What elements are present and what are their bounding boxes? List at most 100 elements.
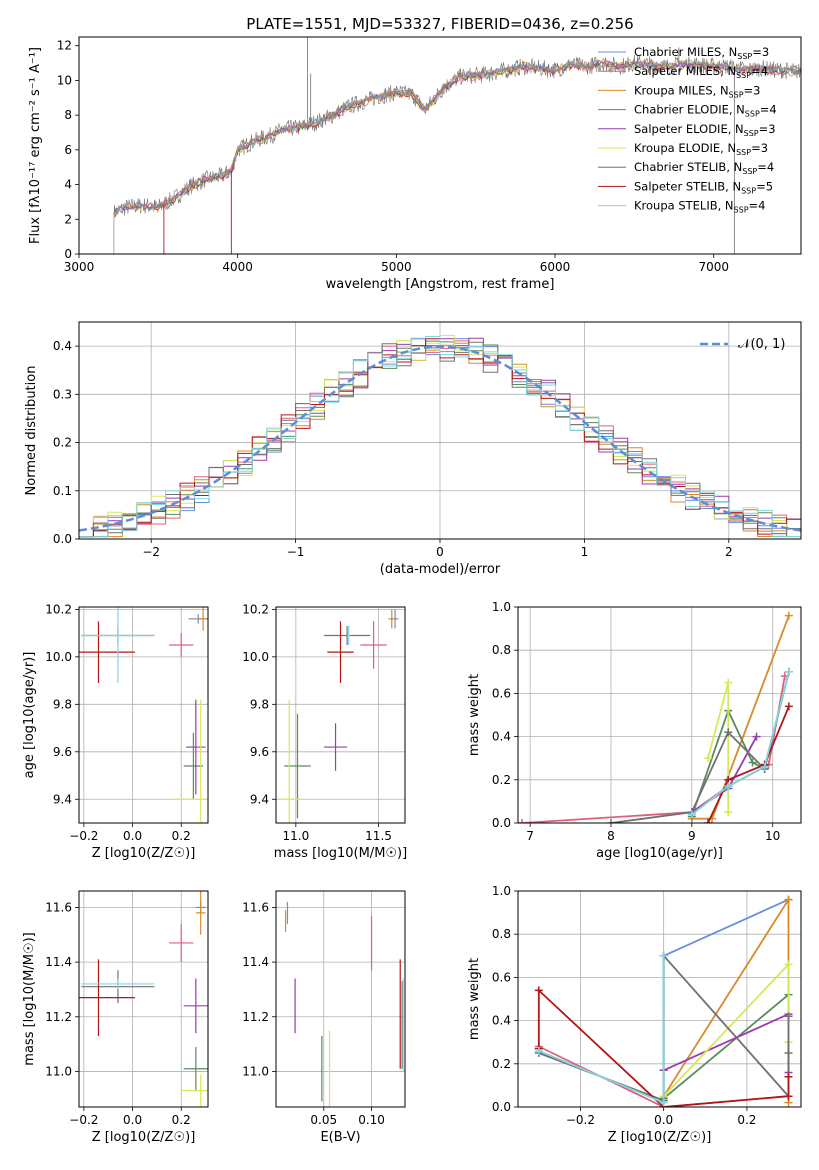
weight-marker-kroupa_elodie <box>704 754 713 763</box>
plot-area-mass_vs_ebv <box>284 901 404 1107</box>
y-axis-label: Flux [fλ10⁻¹⁷ erg cm⁻² s⁻¹ A⁻¹] <box>28 47 43 244</box>
panel-weight_vs_Z: −0.2 0.0 0.2 0.0 0.2 0.4 0.6 0.8 1.0 Z [log10(Z/Z… <box>467 884 802 1145</box>
weight-marker-kroupa_elodie <box>724 808 733 817</box>
y-tick-label: 1.0 <box>492 884 511 898</box>
x-tick-label: 9 <box>688 829 696 843</box>
weight-marker-kroupa_elodie <box>724 678 733 687</box>
x-tick-label: 6000 <box>540 260 571 274</box>
x-tick-label: 0.0 <box>123 1113 142 1127</box>
x-tick-label: −0.2 <box>69 1113 98 1127</box>
y-tick-label: 10.0 <box>242 650 269 664</box>
y-axis-label: mass weight <box>467 958 482 1040</box>
y-axis-label: age [log10(age/yr)] <box>22 652 37 779</box>
x-tick-label: −1 <box>287 545 305 559</box>
panel-age_vs_mass: 11.0 11.5 9.4 9.6 9.8 10.0 10.2 mass [log10(M/M… <box>242 602 407 861</box>
weight-marker-kroupa_stelib <box>659 1098 668 1107</box>
axes-frame <box>275 606 406 824</box>
y-tick-label: 0.4 <box>492 730 511 744</box>
panel-spectrum: 3000 4000 5000 6000 7000 0 2 4 6 8 10 12 wavelength … <box>28 36 802 292</box>
legend-label: Chabrier ELODIE, NSSP=4 <box>634 103 777 119</box>
x-tick-label: 2 <box>725 545 733 559</box>
y-tick-label: 9.6 <box>53 745 72 759</box>
y-tick-label: 2 <box>64 212 72 226</box>
x-axis-label: wavelength [Angstrom, rest frame] <box>326 277 555 292</box>
y-tick-label: 9.8 <box>53 697 72 711</box>
y-tick-label: 1.0 <box>492 600 511 614</box>
legend-label: Chabrier STELIB, NSSP=4 <box>634 160 774 176</box>
x-axis-label: mass [log10(M/M☉)] <box>274 846 407 861</box>
x-tick-label: 0.2 <box>172 1113 191 1127</box>
y-tick-label: 0.4 <box>53 339 72 353</box>
weight-marker-salpeter_stelib <box>784 702 793 711</box>
x-tick-label: 11.5 <box>365 829 392 843</box>
y-axis-label: Normed distribution <box>24 366 39 496</box>
y-tick-label: 9.8 <box>250 697 269 711</box>
plot-area-spectrum <box>113 37 801 254</box>
y-tick-label: 0.6 <box>492 686 511 700</box>
weight-line-kroupa_miles <box>691 615 790 820</box>
legend-label: Salpeter ELODIE, NSSP=3 <box>634 122 776 138</box>
y-tick-label: 0.0 <box>53 532 72 546</box>
x-tick-label: 1 <box>581 545 589 559</box>
gaussian-curve <box>79 345 801 532</box>
weight-line-chabrier_elodie <box>663 992 790 1100</box>
y-tick-label: 10.2 <box>45 602 72 616</box>
x-tick-label: 0.05 <box>310 1113 337 1127</box>
x-tick-label: 8 <box>607 829 615 843</box>
weight-line-kroupa_stelib <box>538 955 665 1105</box>
legend-label: Salpeter STELIB, NSSP=5 <box>634 179 773 195</box>
weight-marker-kroupa_stelib <box>784 667 793 676</box>
y-tick-label: 0.2 <box>492 773 511 787</box>
x-tick-label: 11.0 <box>282 829 309 843</box>
y-tick-label: 11.4 <box>242 955 269 969</box>
axes-frame <box>78 606 209 824</box>
axes-frame <box>78 321 802 540</box>
legend-label: Kroupa STELIB, NSSP=4 <box>634 199 765 215</box>
y-tick-label: 0.8 <box>492 927 511 941</box>
y-tick-label: 9.4 <box>53 792 72 806</box>
x-axis-label: (data-model)/error <box>380 562 501 577</box>
axes-frame <box>275 890 406 1108</box>
weight-marker-salpeter_miles <box>518 819 527 823</box>
panel-weight_vs_age: 7 8 9 10 0.0 0.2 0.4 0.6 0.8 1.0 age [log10(age/yr… <box>467 600 802 861</box>
weight-marker-kroupa_stelib <box>687 810 696 819</box>
x-tick-label: 0.10 <box>358 1113 385 1127</box>
y-tick-label: 0.3 <box>53 387 72 401</box>
y-tick-label: 0 <box>64 247 72 261</box>
weight-marker-salpeter_stelib <box>784 1092 793 1101</box>
axes-frame <box>78 36 802 255</box>
x-axis-label: Z [log10(Z/Z☉)] <box>92 1130 196 1145</box>
x-tick-label: 0 <box>436 545 444 559</box>
y-tick-label: 11.0 <box>242 1064 269 1078</box>
x-tick-label: 0.0 <box>654 1113 673 1127</box>
y-tick-label: 11.4 <box>45 955 72 969</box>
weight-marker-kroupa_stelib <box>724 782 733 791</box>
weight-line-kroupa_stelib <box>691 671 790 816</box>
weight-marker-salpeter_stelib <box>704 819 713 823</box>
legend-label: Kroupa ELODIE, NSSP=3 <box>634 141 768 157</box>
weight-marker-kroupa_miles <box>784 611 793 620</box>
plot-area-weight_vs_Z <box>534 895 793 1107</box>
y-tick-label: 11.6 <box>45 900 72 914</box>
x-tick-label: −0.2 <box>69 829 98 843</box>
y-axis-label: mass weight <box>467 674 482 756</box>
weight-marker-salpeter_elodie <box>752 732 761 741</box>
y-tick-label: 4 <box>64 178 72 192</box>
weight-marker-chabrier_stelib <box>784 1012 793 1021</box>
x-tick-label: 0.2 <box>737 1113 756 1127</box>
y-tick-label: 11.6 <box>242 900 269 914</box>
y-tick-label: 0.2 <box>53 436 72 450</box>
weight-marker-chabrier_elodie <box>748 758 757 767</box>
x-tick-label: 7000 <box>698 260 729 274</box>
weight-marker-salpeter_stelib <box>784 1072 793 1081</box>
y-tick-label: 9.4 <box>250 792 269 806</box>
model-fit-kroupa_miles <box>113 57 800 215</box>
x-tick-label: 7 <box>526 829 534 843</box>
x-tick-label: 0.0 <box>123 829 142 843</box>
y-tick-label: 11.2 <box>242 1010 269 1024</box>
x-tick-label: 10 <box>765 829 780 843</box>
x-tick-label: −2 <box>142 545 160 559</box>
weight-marker-kroupa_elodie <box>784 960 793 969</box>
panel-mass_vs_ebv: 0.05 0.10 11.0 11.2 11.4 11.6 E(B-V) <box>242 890 406 1145</box>
weight-marker-chabrier_stelib <box>724 728 733 737</box>
